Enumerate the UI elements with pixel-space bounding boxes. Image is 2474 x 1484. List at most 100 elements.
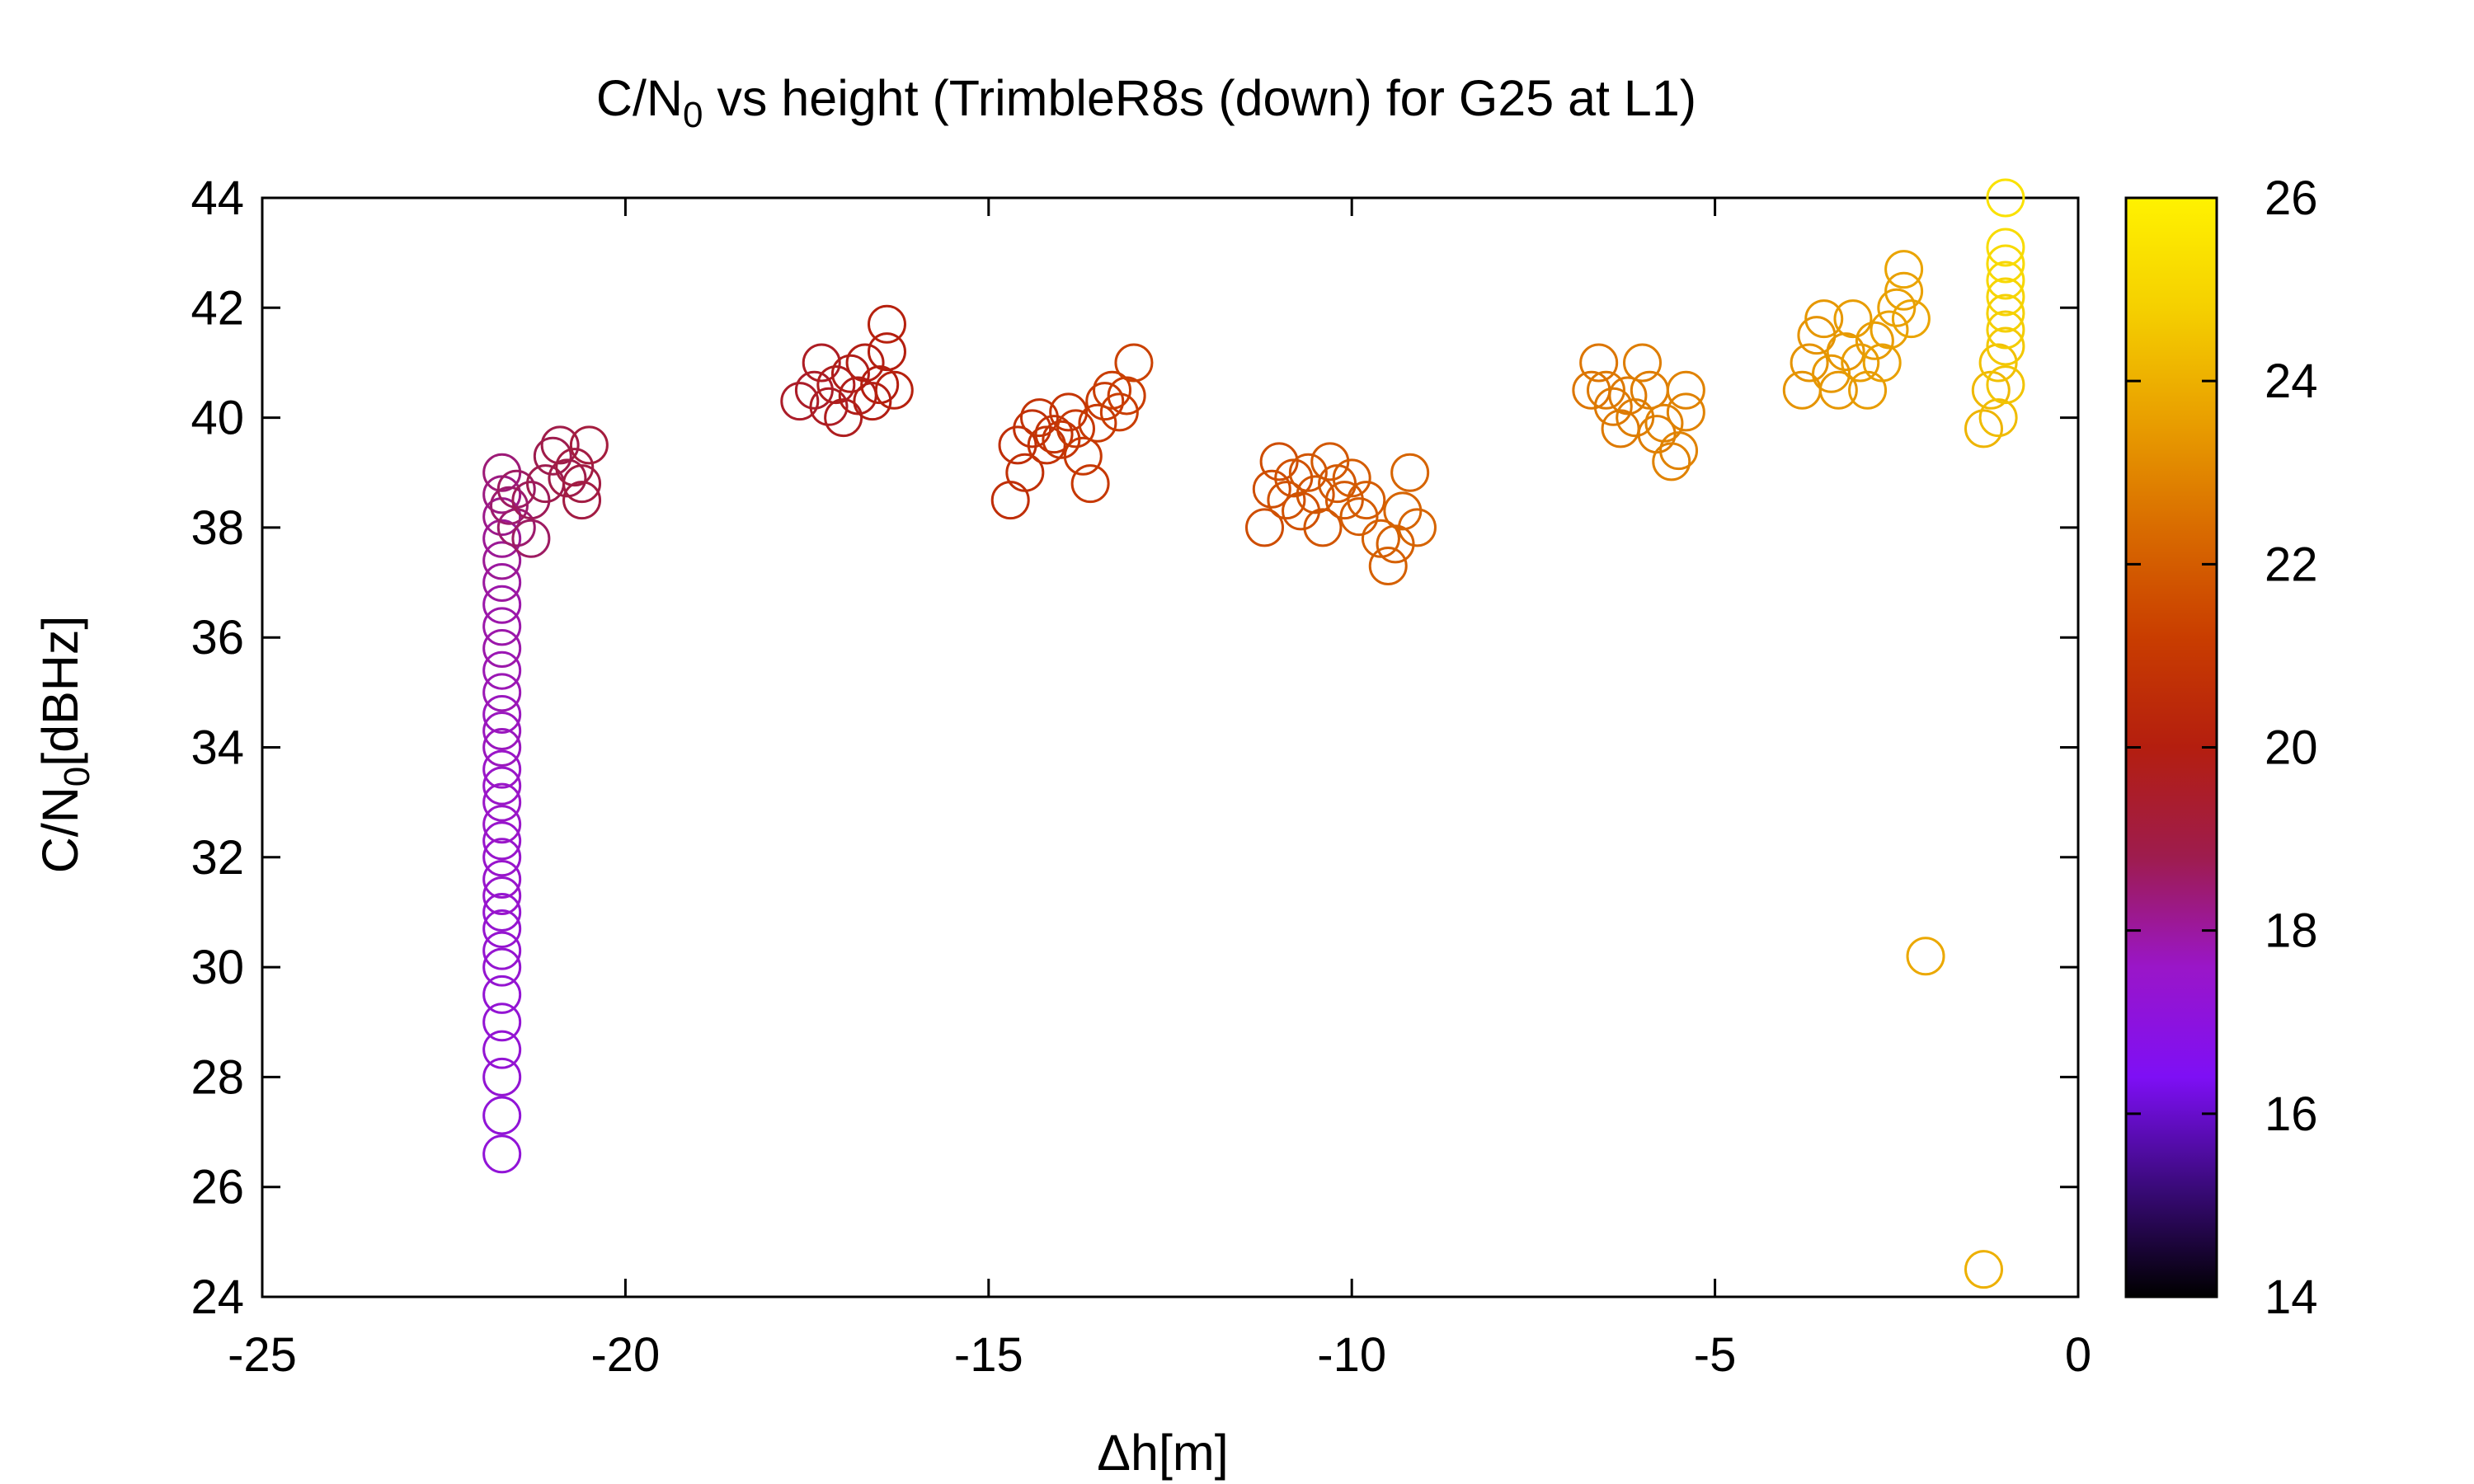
y-tick-label: 42 [190,281,244,335]
data-point [1855,321,1894,360]
data-point [482,1096,522,1135]
data-point [1986,310,2025,350]
x-tick-label: -15 [954,1328,1023,1382]
data-point [1964,1250,2003,1289]
data-point [1056,409,1095,448]
data-point [482,585,522,624]
data-point [1986,178,2025,218]
y-tick-label: 44 [190,171,244,225]
data-point [1042,420,1081,459]
data-point [794,370,834,410]
x-tick-label: -25 [228,1328,297,1382]
x-tick-label: 0 [2065,1328,2091,1382]
data-point [1891,299,1931,339]
data-point [845,343,885,383]
data-point [990,481,1030,520]
colorbar-tick-label: 16 [2265,1087,2318,1141]
data-point [1078,403,1117,443]
data-point [533,436,572,476]
data-point [1841,343,1880,383]
data-point [482,821,522,861]
data-point [1063,436,1103,476]
data-point [482,859,522,899]
x-tick-label: -10 [1317,1328,1386,1382]
plot-border [261,196,2080,1298]
data-point [809,387,849,426]
data-point [1296,475,1335,514]
x-axis-ticks: -25 -20 -15 -10 -5 0 [228,198,2091,1382]
data-point [1339,497,1379,537]
data-point [1870,310,1909,350]
x-axis-label: Δh[m] [1097,1425,1228,1481]
scatter-points [482,178,2025,1289]
data-point [482,1057,522,1097]
data-point [1623,343,1663,383]
data-point [1797,316,1837,355]
data-point [1085,382,1125,421]
data-point [482,909,522,948]
data-point [1310,442,1350,481]
data-point [482,453,522,492]
y-tick-label: 40 [190,392,244,445]
data-point [1884,250,1924,289]
data-point [482,728,522,767]
data-point [482,563,522,603]
data-point [1099,392,1139,432]
data-point [1107,376,1146,416]
data-point [1586,370,1625,410]
y-tick-label: 38 [190,501,244,555]
data-point [562,464,602,504]
data-point [1986,244,2025,284]
y-tick-label: 32 [190,831,244,885]
colorbar-tick-label: 18 [2265,904,2318,958]
data-point [482,931,522,970]
data-point [1347,481,1386,520]
x-tick-label: -5 [1694,1328,1737,1382]
data-point [511,519,551,558]
data-point [482,892,522,932]
chart-title: C/N0 vs height (TrimbleR8s (down) for G2… [596,70,1696,135]
data-point [1332,458,1371,498]
colorbar-tick-label: 26 [2265,171,2318,225]
data-point [1630,370,1669,410]
data-point [482,749,522,789]
data-point [1986,277,2025,317]
y-axis-label: C/N0[dBHz] [32,616,97,874]
data-point [482,838,522,877]
data-point [482,673,522,712]
data-point [1666,392,1705,432]
data-point [1397,508,1437,547]
data-point [1288,453,1328,492]
data-point [998,425,1037,465]
data-point [569,425,609,465]
data-point [482,541,522,580]
data-point [1005,453,1045,492]
data-point [1652,442,1691,481]
x-tick-label: -20 [590,1328,660,1382]
colorbar-tick-label: 20 [2265,721,2318,775]
data-point [1986,261,2025,300]
plot-frame [261,196,2080,1298]
data-point [1593,387,1633,426]
data-point [1818,370,1858,410]
data-point [511,481,551,520]
data-point [1986,228,2025,267]
data-point [1608,376,1648,416]
data-point [1070,464,1110,504]
data-point [1659,431,1699,471]
data-point [1259,442,1299,481]
data-point [1267,481,1306,520]
data-point [1790,343,1829,383]
data-point [555,448,595,487]
data-point [482,695,522,735]
data-point [482,766,522,805]
data-point [853,382,892,421]
data-point [867,304,906,344]
data-point [1782,370,1822,410]
y-tick-label: 30 [190,941,244,994]
data-point [780,382,820,421]
data-point [482,629,522,669]
data-point [1862,343,1902,383]
data-point [1245,508,1285,547]
